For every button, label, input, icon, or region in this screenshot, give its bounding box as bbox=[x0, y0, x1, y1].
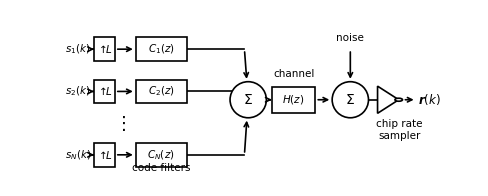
Bar bbox=[94, 143, 115, 167]
Text: $C_2(z)$: $C_2(z)$ bbox=[148, 85, 175, 98]
Text: chip rate
sampler: chip rate sampler bbox=[376, 119, 423, 141]
Text: $\Sigma$: $\Sigma$ bbox=[244, 93, 253, 107]
Bar bbox=[272, 86, 315, 113]
Text: $C_N(z)$: $C_N(z)$ bbox=[147, 148, 175, 162]
Text: $s_1(k)$: $s_1(k)$ bbox=[65, 42, 90, 56]
Bar bbox=[136, 80, 187, 103]
Ellipse shape bbox=[332, 82, 368, 118]
Text: $\vdots$: $\vdots$ bbox=[114, 114, 125, 133]
Bar bbox=[136, 37, 187, 61]
Bar bbox=[136, 143, 187, 167]
Text: $\uparrow\!\!L$: $\uparrow\!\!L$ bbox=[96, 85, 113, 97]
Text: code filters: code filters bbox=[132, 163, 190, 173]
Text: $s_N(k)$: $s_N(k)$ bbox=[65, 148, 91, 162]
Ellipse shape bbox=[230, 82, 266, 118]
Text: $\Sigma$: $\Sigma$ bbox=[346, 93, 355, 107]
Text: noise: noise bbox=[336, 33, 364, 43]
Text: channel: channel bbox=[273, 69, 314, 79]
Text: $\uparrow\!\!L$: $\uparrow\!\!L$ bbox=[96, 149, 113, 161]
Text: $H(z)$: $H(z)$ bbox=[283, 93, 305, 106]
Text: $\boldsymbol{r}(k)$: $\boldsymbol{r}(k)$ bbox=[418, 92, 441, 107]
Text: $C_1(z)$: $C_1(z)$ bbox=[148, 42, 175, 56]
Bar bbox=[94, 80, 115, 103]
Circle shape bbox=[395, 98, 403, 101]
Text: $s_2(k)$: $s_2(k)$ bbox=[65, 85, 90, 98]
Text: $\uparrow\!\!L$: $\uparrow\!\!L$ bbox=[96, 43, 113, 55]
Bar bbox=[94, 37, 115, 61]
Polygon shape bbox=[378, 86, 399, 113]
